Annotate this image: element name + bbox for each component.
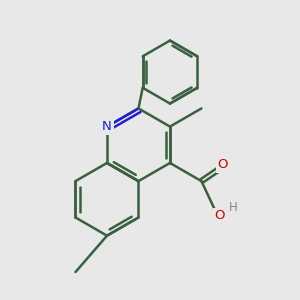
Text: H: H bbox=[229, 201, 238, 214]
Text: O: O bbox=[214, 209, 225, 222]
Text: O: O bbox=[218, 158, 228, 171]
Text: N: N bbox=[102, 120, 112, 133]
